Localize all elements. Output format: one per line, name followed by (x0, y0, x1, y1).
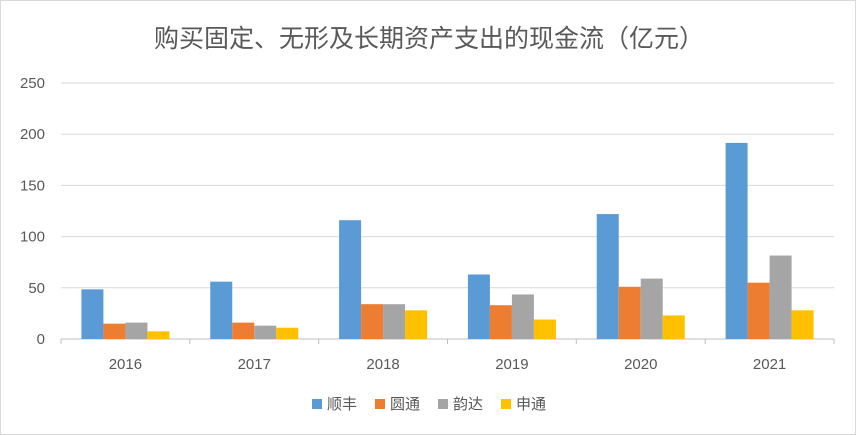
bar-圆通-2017 (232, 322, 255, 339)
bar-韵达-2020 (640, 278, 663, 339)
bar-申通-2016 (147, 331, 170, 339)
bar-顺丰-2020 (596, 214, 619, 339)
y-tick-label: 0 (37, 331, 45, 348)
bar-圆通-2019 (489, 305, 512, 339)
legend-swatch (501, 398, 512, 409)
legend: 顺丰 圆通 韵达 申通 (1, 393, 855, 414)
bar-韵达-2016 (125, 322, 148, 339)
x-tick-label: 2017 (238, 356, 271, 373)
legend-swatch (438, 398, 448, 409)
bar-顺丰-2019 (467, 274, 490, 339)
x-tick-label: 2016 (109, 356, 142, 373)
legend-label: 申通 (516, 395, 547, 413)
x-tick-label: 2019 (495, 356, 528, 373)
bar-顺丰-2021 (725, 142, 748, 339)
x-tick-label: 2021 (753, 356, 786, 373)
legend-item: 韵达 (438, 393, 483, 414)
chart-title: 购买固定、无形及长期资产支出的现金流（亿元） (153, 24, 704, 53)
legend-item: 顺丰 (311, 393, 357, 414)
legend-swatch (311, 398, 322, 409)
legend-swatch (374, 398, 385, 409)
bar-申通-2021 (791, 310, 814, 339)
bar-圆通-2016 (103, 323, 126, 339)
legend-label: 韵达 (453, 395, 484, 413)
legend-label: 圆通 (389, 395, 420, 413)
y-tick-label: 250 (20, 75, 45, 92)
x-tick-label: 2018 (366, 356, 399, 373)
bar-顺丰-2016 (81, 289, 104, 339)
bar-圆通-2018 (361, 304, 384, 339)
bar-申通-2017 (276, 327, 299, 339)
y-tick-label: 150 (20, 177, 45, 194)
bar-申通-2020 (662, 315, 685, 339)
bar-韵达-2018 (383, 304, 406, 339)
bar-申通-2018 (405, 310, 428, 339)
legend-item: 圆通 (374, 393, 420, 414)
y-tick-label: 200 (20, 126, 45, 143)
bar-韵达-2017 (254, 325, 277, 339)
y-tick-label: 100 (20, 229, 45, 246)
x-tick-label: 2020 (624, 356, 657, 373)
bar-顺丰-2018 (339, 220, 362, 339)
bar-圆通-2020 (618, 286, 641, 339)
legend-label: 顺丰 (326, 395, 357, 413)
y-tick-label: 50 (28, 280, 45, 297)
legend-item: 申通 (501, 393, 546, 414)
bar-韵达-2019 (511, 294, 534, 339)
bar-申通-2019 (533, 319, 556, 339)
bar-顺丰-2017 (210, 281, 233, 339)
bar-圆通-2021 (747, 282, 770, 339)
bar-韵达-2021 (769, 255, 792, 339)
